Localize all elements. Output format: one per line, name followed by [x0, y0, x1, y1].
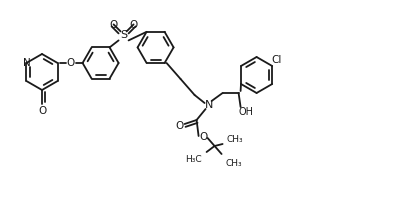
Text: O: O [176, 121, 184, 131]
Text: N: N [205, 100, 213, 110]
Text: O: O [129, 20, 138, 30]
Text: O: O [200, 132, 208, 142]
Text: Cl: Cl [271, 55, 281, 65]
Text: CH₃: CH₃ [226, 135, 243, 144]
Text: OH: OH [238, 107, 253, 117]
Text: S: S [120, 30, 127, 40]
Text: O: O [110, 20, 118, 30]
Text: O: O [66, 58, 75, 68]
Text: CH₃: CH₃ [225, 159, 242, 168]
Text: O: O [38, 106, 46, 116]
Text: N: N [22, 58, 30, 68]
Text: H₃C: H₃C [185, 156, 202, 165]
